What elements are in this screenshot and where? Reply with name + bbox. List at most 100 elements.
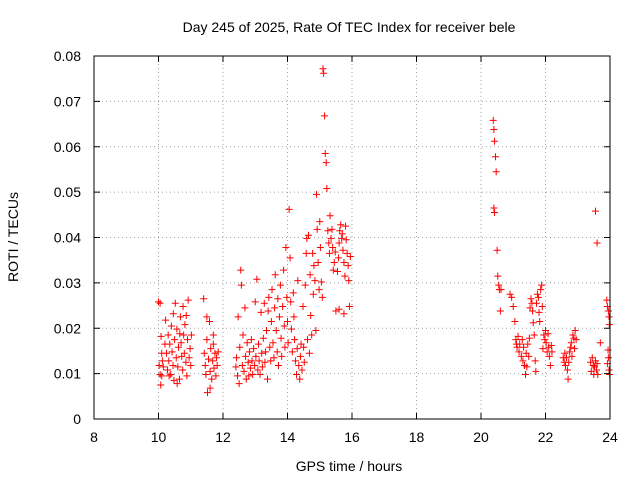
y-tick-label: 0.01 (54, 366, 81, 382)
data-point (496, 307, 504, 315)
data-point (531, 357, 539, 365)
data-point (156, 371, 164, 379)
data-point (563, 366, 571, 374)
data-point (273, 348, 281, 356)
data-point (317, 278, 325, 286)
data-point (572, 336, 580, 344)
data-point (544, 330, 552, 338)
data-point (490, 126, 498, 134)
data-point (285, 205, 293, 213)
data-point (278, 352, 286, 360)
axis-ticks (93, 55, 611, 420)
data-point (203, 336, 211, 344)
data-point (520, 343, 528, 351)
data-point (565, 358, 573, 366)
data-point (261, 358, 269, 366)
data-point (281, 343, 289, 351)
data-point (240, 367, 248, 375)
data-point (283, 293, 291, 301)
data-point (516, 340, 524, 348)
data-point (232, 363, 240, 371)
data-point (532, 299, 540, 307)
data-point (200, 295, 208, 303)
data-point (567, 343, 575, 351)
data-point (268, 286, 276, 294)
data-point (307, 312, 315, 320)
data-point (157, 332, 165, 340)
data-point (511, 317, 519, 325)
data-point (184, 336, 192, 344)
data-point (272, 327, 280, 335)
data-point (538, 302, 546, 310)
data-point (265, 293, 273, 301)
data-point (202, 371, 210, 379)
x-tick-label: 8 (90, 429, 98, 445)
x-tick-label: 18 (409, 429, 425, 445)
data-point (329, 266, 337, 274)
data-point (604, 307, 612, 315)
y-tick-label: 0.08 (54, 48, 81, 64)
data-point (303, 336, 311, 344)
data-point (592, 366, 600, 374)
data-point (299, 302, 307, 310)
data-point (310, 262, 318, 270)
data-point (214, 348, 222, 356)
data-point (534, 293, 542, 301)
data-point (167, 322, 175, 330)
data-point (166, 340, 174, 348)
data-point (209, 340, 217, 348)
data-point (604, 354, 612, 362)
data-point (206, 367, 214, 375)
data-point (527, 295, 535, 303)
data-point (292, 357, 300, 365)
data-point (325, 249, 333, 257)
data-point (327, 234, 335, 242)
data-point (266, 343, 274, 351)
data-point (596, 339, 604, 347)
data-point (267, 317, 275, 325)
data-point (329, 243, 337, 251)
data-point (331, 248, 339, 256)
data-point (237, 281, 245, 289)
data-point (248, 357, 256, 365)
data-point (340, 310, 348, 318)
data-point (605, 313, 613, 321)
data-point (157, 381, 165, 389)
data-point (326, 212, 334, 220)
data-point (332, 307, 340, 315)
data-point (187, 361, 195, 369)
data-point (164, 331, 172, 339)
data-point (309, 290, 317, 298)
data-point (170, 376, 178, 384)
y-tick-label: 0.02 (54, 320, 81, 336)
data-point (300, 358, 308, 366)
data-point (236, 343, 244, 351)
data-point (280, 322, 288, 330)
data-point (588, 354, 596, 362)
data-point (315, 286, 323, 294)
data-point (589, 361, 597, 369)
data-point (270, 354, 278, 362)
data-point (321, 150, 329, 158)
data-point (257, 308, 265, 316)
data-point (344, 262, 352, 270)
data-point (318, 293, 326, 301)
data-point (247, 336, 255, 344)
data-point (490, 204, 498, 212)
data-point (212, 372, 220, 380)
data-point (605, 321, 613, 329)
data-point (328, 225, 336, 233)
data-point (304, 231, 312, 239)
data-point (539, 345, 547, 353)
data-point (542, 339, 550, 347)
data-point (242, 352, 250, 360)
data-point (169, 310, 177, 318)
data-point (321, 112, 329, 120)
data-point (235, 380, 243, 388)
data-point (245, 372, 253, 380)
data-point (245, 348, 253, 356)
data-point (279, 302, 287, 310)
data-point (263, 327, 271, 335)
x-tick-label: 14 (280, 429, 296, 445)
data-point (288, 348, 296, 356)
